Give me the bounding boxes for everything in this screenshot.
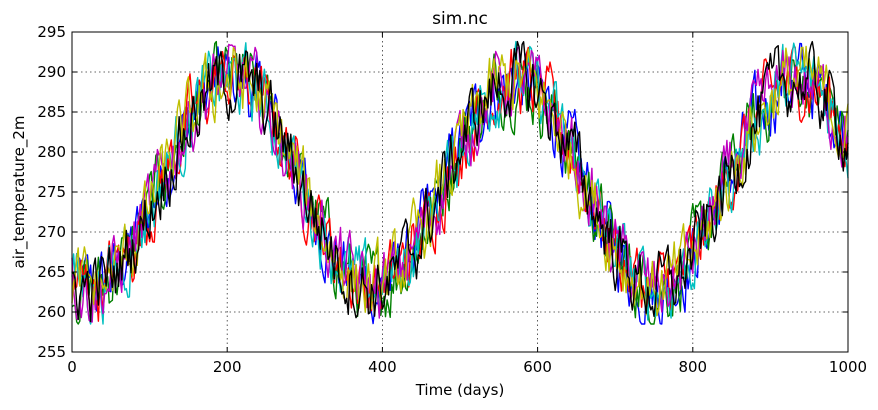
- x-tick-label: 0: [67, 358, 77, 376]
- y-axis-label: air_temperature_2m: [10, 116, 29, 269]
- y-tick-label: 290: [37, 63, 66, 81]
- x-tick-label: 400: [368, 358, 397, 376]
- x-tick-label: 800: [678, 358, 707, 376]
- series-line-7: [71, 40, 849, 323]
- ticks: 0 200 400 600 800 1000 255 260 265 270 275 280 285 29…: [37, 23, 867, 376]
- x-axis-label: Time (days): [415, 381, 505, 399]
- chart-title: sim.nc: [432, 9, 488, 29]
- series-line-4: [71, 40, 849, 325]
- x-tick-label: 600: [523, 358, 552, 376]
- x-tick-label: 200: [213, 358, 242, 376]
- y-tick-label: 255: [37, 343, 66, 361]
- series-group: [71, 40, 849, 325]
- series-line-6: [71, 45, 849, 317]
- y-tick-label: 265: [37, 263, 66, 281]
- y-tick-label: 285: [37, 103, 66, 121]
- y-tick-label: 280: [37, 143, 66, 161]
- y-tick-label: 275: [37, 183, 66, 201]
- y-tick-label: 260: [37, 303, 66, 321]
- x-tick-label: 1000: [829, 358, 867, 376]
- y-tick-label: 295: [37, 23, 66, 41]
- y-tick-label: 270: [37, 223, 66, 241]
